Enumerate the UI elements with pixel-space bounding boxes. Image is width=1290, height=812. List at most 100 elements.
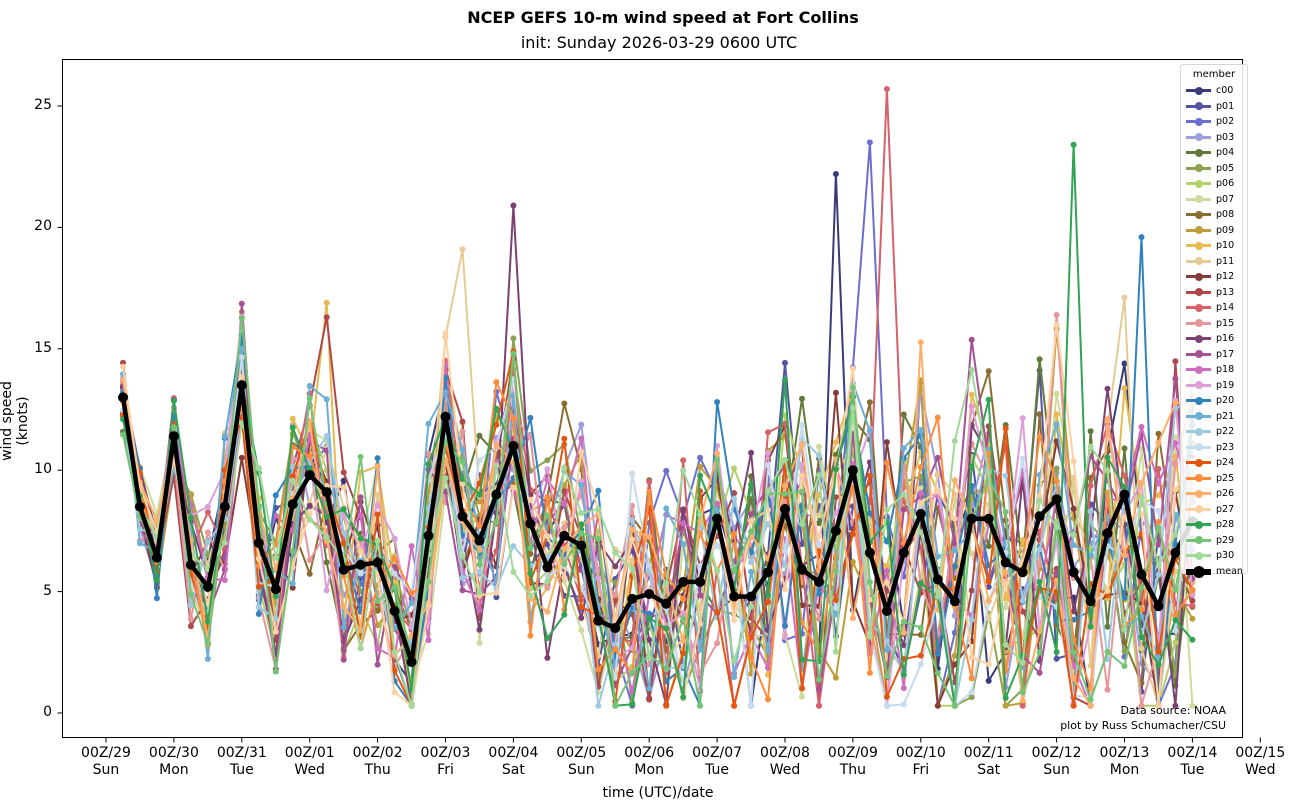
member-point-p23 — [629, 470, 636, 477]
member-point-p24 — [391, 667, 398, 674]
member-point-p20 — [374, 455, 381, 462]
member-point-p18 — [272, 512, 279, 519]
member-point-p07 — [917, 485, 924, 492]
member-point-p11 — [1138, 645, 1145, 652]
member-point-p16 — [544, 654, 551, 661]
member-point-p03 — [578, 421, 585, 428]
member-point-p22 — [816, 452, 822, 459]
member-point-p01 — [799, 541, 805, 547]
member-point-p26 — [1002, 569, 1009, 576]
member-point-p28 — [1172, 617, 1179, 623]
member-point-p27 — [255, 555, 262, 562]
member-point-p05 — [968, 694, 975, 701]
member-point-p23 — [900, 701, 907, 708]
member-point-p19 — [323, 587, 330, 594]
legend-swatch — [1186, 443, 1211, 451]
member-point-p27 — [561, 574, 568, 581]
legend-swatch — [1186, 412, 1211, 420]
member-point-p22 — [748, 559, 755, 566]
member-point-p05 — [1121, 648, 1128, 655]
member-point-p15 — [1104, 686, 1111, 693]
x-tick-day: Mon — [159, 762, 189, 778]
x-tick-label: 00Z/29 Sun — [71, 745, 141, 779]
member-point-p25 — [883, 459, 890, 466]
member-point-p15 — [1053, 312, 1060, 318]
legend-swatch — [1186, 536, 1211, 544]
mean-point — [966, 513, 977, 524]
y-tick-label: 20 — [34, 218, 52, 235]
member-point-p19 — [832, 510, 839, 517]
member-point-p30 — [1053, 523, 1060, 530]
mean-line-path — [120, 382, 1195, 665]
member-point-p15 — [816, 615, 822, 622]
member-point-p05 — [1053, 465, 1060, 472]
member-point-p23 — [238, 354, 245, 361]
mean-point — [542, 562, 553, 573]
member-point-p29 — [934, 670, 941, 677]
legend-item-p27: p27 — [1181, 502, 1247, 518]
member-point-p22 — [476, 568, 483, 575]
legend-swatch — [1186, 164, 1211, 172]
mean-point — [1170, 547, 1181, 558]
y-tick-label: 10 — [34, 461, 52, 478]
member-point-p21 — [306, 383, 313, 389]
member-point-p25 — [476, 523, 483, 530]
member-point-p25 — [917, 464, 924, 470]
legend-swatch — [1186, 474, 1211, 482]
member-point-p23 — [883, 702, 890, 709]
member-point-p27 — [1002, 581, 1009, 588]
legend-item-p03: p03 — [1181, 130, 1247, 146]
mean-point — [949, 596, 960, 607]
member-point-p20 — [714, 399, 721, 405]
member-point-p29 — [272, 668, 279, 675]
member-point-p10 — [832, 439, 839, 446]
member-point-p24 — [289, 473, 296, 480]
member-point-p13 — [323, 314, 330, 321]
legend-swatch — [1186, 489, 1211, 498]
member-point-p28 — [832, 466, 839, 473]
member-point-p15 — [1036, 562, 1043, 568]
member-point-p30 — [951, 438, 958, 444]
member-point-p17 — [1172, 375, 1179, 382]
member-point-p28 — [1070, 141, 1077, 148]
mean-point — [355, 559, 366, 570]
member-point-p15 — [1138, 702, 1145, 709]
member-point-p14 — [1155, 466, 1162, 472]
member-point-p13 — [459, 418, 466, 425]
member-point-p27 — [934, 487, 941, 494]
x-tick-time: 00Z/13 — [1099, 745, 1150, 761]
member-point-p26 — [493, 441, 500, 448]
member-point-p30 — [289, 477, 296, 484]
x-tick-time: 00Z/15 — [1235, 745, 1286, 761]
mean-point — [780, 504, 790, 514]
member-point-p22 — [136, 526, 143, 533]
member-point-p04 — [1087, 428, 1094, 435]
member-point-p27 — [816, 533, 822, 540]
legend-label: p18 — [1216, 364, 1235, 375]
member-point-p19 — [799, 461, 805, 468]
member-point-p15 — [204, 529, 211, 536]
member-point-p27 — [985, 661, 992, 668]
mean-point — [915, 508, 926, 519]
member-point-p09 — [476, 498, 483, 505]
member-point-p21 — [951, 547, 958, 554]
legend-label: p03 — [1216, 131, 1235, 143]
member-point-p18 — [221, 577, 228, 584]
member-point-p30 — [748, 603, 755, 610]
x-tick-time: 00Z/01 — [284, 745, 335, 761]
legend-swatch — [1186, 133, 1211, 141]
member-point-p28 — [1002, 694, 1009, 701]
member-point-p18 — [765, 664, 771, 671]
member-point-p17 — [238, 300, 245, 307]
member-point-p15 — [544, 583, 551, 590]
member-point-p25 — [1036, 433, 1043, 440]
member-point-p29 — [849, 384, 856, 391]
member-point-p04 — [832, 451, 839, 458]
member-point-p29 — [238, 315, 245, 322]
legend-item-mean: mean — [1181, 564, 1247, 580]
member-point-p20 — [1121, 594, 1128, 601]
member-point-p29 — [374, 598, 381, 605]
legend-swatch — [1186, 288, 1211, 296]
legend-item-p28: p28 — [1181, 517, 1247, 533]
x-tick-day: Wed — [294, 762, 325, 778]
